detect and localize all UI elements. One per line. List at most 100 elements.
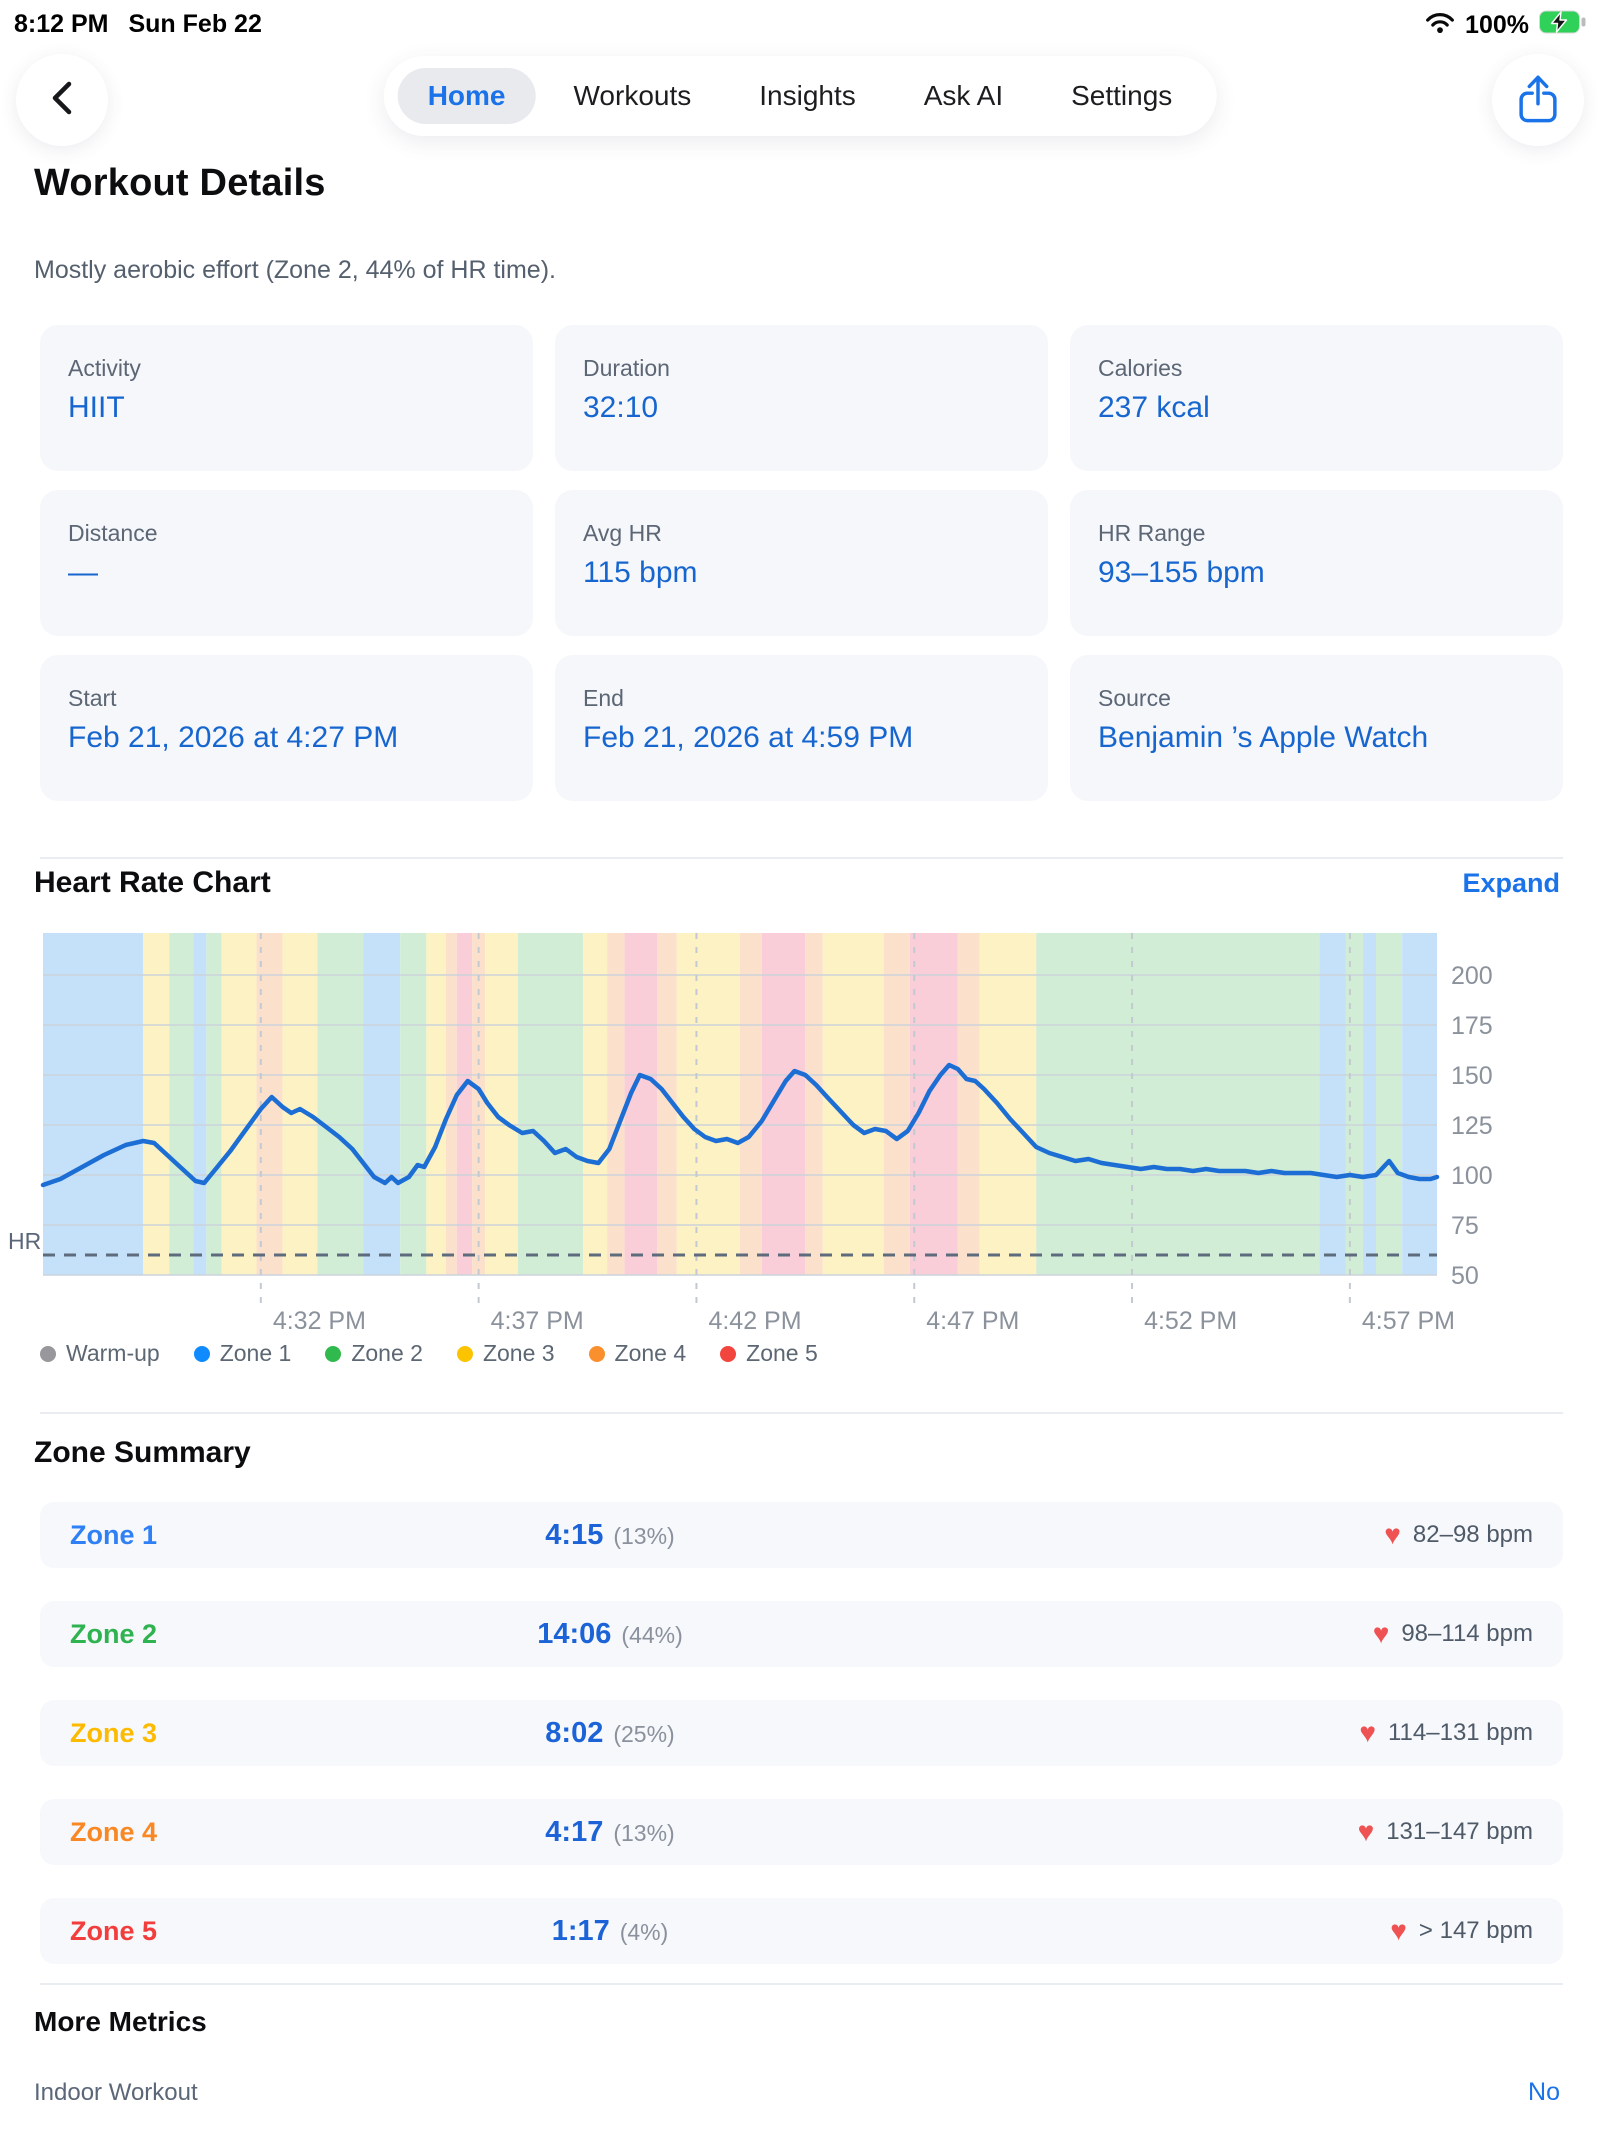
card-avg-hr: Avg HR 115 bpm: [555, 490, 1048, 636]
summary-cards: Activity HIIT Duration 32:10 Calories 23…: [40, 325, 1563, 801]
zone-band-z2: [1036, 933, 1320, 1275]
zone-band-z4: [957, 933, 980, 1275]
zone-range-group: ♥ 82–98 bpm: [1384, 1521, 1533, 1549]
zone-name: Zone 5: [70, 1915, 158, 1946]
x-tick-label: 4:57 PM: [1362, 1307, 1455, 1335]
card-label: Duration: [583, 355, 670, 381]
zone-band-z1: [363, 933, 401, 1275]
y-tick-label: 100: [1451, 1162, 1493, 1190]
legend-label: Zone 2: [351, 1340, 423, 1366]
tab-insights[interactable]: Insights: [759, 80, 856, 111]
card-value: HIIT: [68, 391, 125, 424]
zone-band-z3: [426, 933, 446, 1275]
heart-icon: ♥: [1372, 1618, 1390, 1649]
y-tick-label: 50: [1451, 1262, 1479, 1290]
heart-icon: ♥: [1359, 1717, 1376, 1748]
wifi-icon: [1425, 10, 1455, 41]
tab-settings[interactable]: Settings: [1071, 80, 1173, 111]
back-button[interactable]: [16, 54, 108, 146]
zone-name: Zone 1: [70, 1519, 158, 1550]
chevron-left-icon: [45, 76, 79, 125]
card-label: Avg HR: [583, 520, 662, 546]
status-bar: 8:12 PM Sun Feb 22 100%: [0, 8, 1600, 44]
y-tick-label: 175: [1451, 1012, 1493, 1040]
zone-summary-title: Zone Summary: [34, 1436, 251, 1469]
zone-name: Zone 4: [70, 1816, 158, 1847]
legend-label: Warm-up: [66, 1340, 160, 1366]
y-tick-label: 125: [1451, 1112, 1493, 1140]
legend-dot: [325, 1345, 342, 1362]
zone-time-group: 1:17 (4%): [490, 1915, 730, 1948]
zone-row-2: Zone 2 14:06 (44%) ♥ 98–114 bpm: [40, 1601, 1563, 1667]
x-tick-label: 4:37 PM: [491, 1307, 584, 1335]
zone-range-group: ♥ 131–147 bpm: [1358, 1818, 1533, 1846]
legend-item-zone-2: Zone 2: [325, 1340, 423, 1367]
page-subtitle: Mostly aerobic effort (Zone 2, 44% of HR…: [34, 256, 556, 284]
zone-range-group: ♥ > 147 bpm: [1390, 1917, 1533, 1945]
legend-dot: [456, 1345, 473, 1362]
card-label: Source: [1098, 685, 1171, 711]
zone-row-1: Zone 1 4:15 (13%) ♥ 82–98 bpm: [40, 1502, 1563, 1568]
tab-workouts[interactable]: Workouts: [573, 80, 692, 111]
tab-ask-ai[interactable]: Ask AI: [923, 80, 1004, 111]
legend-dot: [193, 1345, 210, 1362]
tab-bar: Home Workouts Insights Ask AI Settings: [383, 56, 1217, 136]
status-date: Sun Feb 22: [128, 10, 262, 38]
zone-name: Zone 3: [70, 1717, 158, 1748]
metric-label: Indoor Workout: [34, 2078, 198, 2106]
zone-range: 98–114 bpm: [1401, 1620, 1533, 1647]
zone-row-3: Zone 3 8:02 (25%) ♥ 114–131 bpm: [40, 1700, 1563, 1766]
card-value: —: [68, 556, 98, 589]
card-source: Source Benjamin ’s Apple Watch: [1070, 655, 1563, 801]
zone-band-z4: [883, 933, 910, 1275]
zone-band-z2: [517, 933, 584, 1275]
legend-item-zone-3: Zone 3: [456, 1340, 555, 1367]
more-metrics-title: More Metrics: [34, 2006, 207, 2037]
tab-home[interactable]: Home: [397, 68, 536, 124]
zone-time-group: 14:06 (44%): [490, 1618, 730, 1651]
card-label: End: [583, 685, 624, 711]
x-tick-label: 4:52 PM: [1144, 1307, 1237, 1335]
card-hr-range: HR Range 93–155 bpm: [1070, 490, 1563, 636]
zone-band-z4: [740, 933, 762, 1275]
card-value: 32:10: [583, 391, 659, 424]
x-tick-label: 4:42 PM: [708, 1307, 801, 1335]
zone-time: 8:02: [545, 1716, 604, 1749]
card-value: 237 kcal: [1098, 391, 1210, 424]
card-label: Activity: [68, 355, 141, 381]
zone-row-5: Zone 5 1:17 (4%) ♥ > 147 bpm: [40, 1898, 1563, 1964]
page-title: Workout Details: [34, 162, 326, 204]
status-time: 8:12 PM: [14, 10, 109, 38]
card-activity: Activity HIIT: [40, 325, 533, 471]
zone-time-group: 4:15 (13%): [490, 1519, 730, 1552]
zone-time: 4:17: [545, 1815, 604, 1848]
zone-time-group: 4:17 (13%): [490, 1816, 730, 1849]
card-label: Distance: [68, 520, 158, 546]
heart-rate-chart-title: Heart Rate Chart: [34, 866, 271, 899]
zone-row-4: Zone 4 4:17 (13%) ♥ 131–147 bpm: [40, 1799, 1563, 1865]
zone-range: 131–147 bpm: [1386, 1818, 1533, 1845]
zone-band-z3: [282, 933, 318, 1275]
zone-band-z5: [456, 933, 473, 1275]
heart-icon: ♥: [1357, 1816, 1375, 1847]
zone-band-z2: [169, 933, 194, 1275]
expand-chart-link[interactable]: Expand: [1462, 868, 1560, 898]
zone-band-z4: [805, 933, 823, 1275]
zone-band-z3: [583, 933, 608, 1275]
card-label: HR Range: [1098, 520, 1206, 546]
share-button[interactable]: [1492, 54, 1584, 146]
zone-range-group: ♥ 114–131 bpm: [1359, 1719, 1533, 1747]
zone-percent: (13%): [613, 1522, 675, 1549]
zone-percent: (4%): [619, 1918, 669, 1945]
zone-name: Zone 2: [70, 1618, 158, 1649]
zone-range: 82–98 bpm: [1412, 1521, 1533, 1548]
zone-band-z4: [657, 933, 677, 1275]
zone-band-z1: [43, 933, 144, 1275]
zone-band-z2: [317, 933, 364, 1275]
navigation-bar: Home Workouts Insights Ask AI Settings: [0, 48, 1600, 152]
card-end: End Feb 21, 2026 at 4:59 PM: [555, 655, 1048, 801]
legend-dot: [588, 1345, 605, 1362]
heart-icon: ♥: [1390, 1915, 1407, 1946]
zone-band-z5: [761, 933, 806, 1275]
